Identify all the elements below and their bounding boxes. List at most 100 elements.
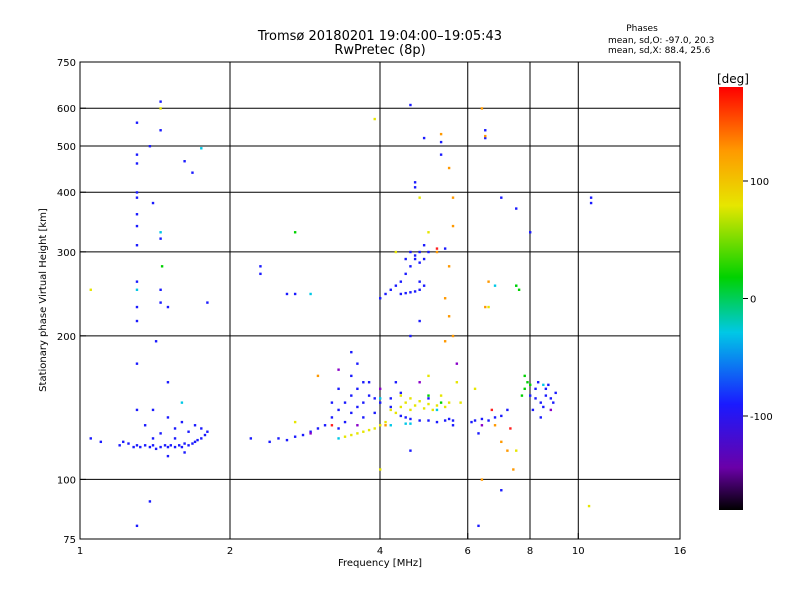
data-point xyxy=(206,301,209,304)
data-point xyxy=(135,288,139,291)
y-tick-label: 600 xyxy=(57,104,76,115)
data-point xyxy=(451,424,455,427)
data-point xyxy=(487,280,490,283)
data-point xyxy=(200,147,203,150)
data-point xyxy=(293,292,297,296)
data-point xyxy=(200,437,203,440)
data-point xyxy=(431,408,434,412)
data-point xyxy=(443,297,447,300)
data-point xyxy=(484,134,487,138)
data-point xyxy=(135,153,139,156)
y-tick-label: 100 xyxy=(57,475,76,486)
data-point xyxy=(389,288,392,291)
data-point xyxy=(330,424,334,427)
chart-subtitle: RwPretec (8p) xyxy=(334,43,425,58)
data-point xyxy=(285,292,289,296)
data-point xyxy=(529,231,532,234)
data-point xyxy=(169,444,173,447)
data-point xyxy=(536,381,540,384)
data-point xyxy=(493,284,497,287)
data-point xyxy=(159,301,162,304)
data-point xyxy=(443,247,447,250)
data-point xyxy=(384,424,387,427)
data-point xyxy=(451,419,455,422)
x-axis-ticks: 1 2 4 6 8 10 16 xyxy=(77,533,686,557)
data-point xyxy=(542,405,545,409)
data-point xyxy=(427,250,430,254)
data-point xyxy=(389,405,392,409)
data-point xyxy=(439,132,443,136)
y-tick-label: 300 xyxy=(57,248,76,259)
x-tick-label: 1 xyxy=(77,546,83,557)
data-point xyxy=(435,404,439,407)
data-point xyxy=(422,136,426,140)
data-point xyxy=(418,381,421,384)
data-point xyxy=(487,305,490,309)
data-point xyxy=(413,181,417,184)
data-point xyxy=(409,265,412,268)
data-point xyxy=(399,280,403,283)
data-point xyxy=(259,272,262,276)
data-point xyxy=(500,489,503,492)
data-point xyxy=(389,397,392,400)
data-point xyxy=(148,500,152,503)
data-point xyxy=(193,440,197,444)
data-point xyxy=(399,391,403,395)
y-axis-ticks: 75 100 200 300 400 500 600 750 xyxy=(57,58,86,546)
data-point xyxy=(394,284,398,287)
data-point xyxy=(379,468,382,471)
data-point xyxy=(183,160,186,163)
colorbar-ticks: 100 0 -100 xyxy=(743,177,773,423)
data-point xyxy=(293,435,297,438)
data-point xyxy=(517,288,521,291)
data-point xyxy=(523,374,526,378)
data-point xyxy=(160,265,164,268)
data-point xyxy=(154,447,158,451)
data-point xyxy=(309,430,312,433)
data-point xyxy=(480,417,484,421)
data-point xyxy=(413,257,417,261)
data-point xyxy=(337,408,340,412)
x-tick-label: 6 xyxy=(465,546,471,557)
data-point xyxy=(484,129,487,132)
data-point xyxy=(159,231,162,234)
data-point xyxy=(589,196,593,199)
data-point xyxy=(373,397,376,400)
data-point xyxy=(470,420,473,424)
data-point xyxy=(409,334,412,338)
data-point xyxy=(447,315,451,318)
data-point xyxy=(404,422,407,425)
data-point xyxy=(459,401,462,404)
colorbar-tick-label: -100 xyxy=(750,412,773,423)
data-point xyxy=(151,444,155,447)
data-point xyxy=(484,136,487,140)
data-point xyxy=(159,288,162,291)
data-point xyxy=(477,524,480,528)
data-point xyxy=(356,405,359,409)
data-point xyxy=(200,427,203,430)
data-point xyxy=(159,107,162,110)
data-point xyxy=(373,427,376,430)
data-point xyxy=(455,381,459,384)
data-point xyxy=(135,196,139,199)
data-point xyxy=(373,411,376,415)
data-point xyxy=(515,207,518,210)
data-point xyxy=(520,394,524,397)
data-point xyxy=(409,250,412,254)
data-point xyxy=(544,387,548,391)
data-point xyxy=(384,420,387,424)
data-point xyxy=(418,288,421,291)
data-point xyxy=(337,368,340,371)
data-point xyxy=(542,383,545,387)
data-point xyxy=(435,408,439,412)
data-point xyxy=(427,419,430,422)
data-point xyxy=(135,408,139,412)
data-point xyxy=(89,288,92,291)
data-point xyxy=(191,442,194,445)
data-point xyxy=(404,291,407,295)
data-point xyxy=(183,442,186,445)
data-point xyxy=(399,405,403,409)
data-point xyxy=(293,420,297,424)
data-point xyxy=(249,437,253,440)
data-point xyxy=(367,381,371,384)
